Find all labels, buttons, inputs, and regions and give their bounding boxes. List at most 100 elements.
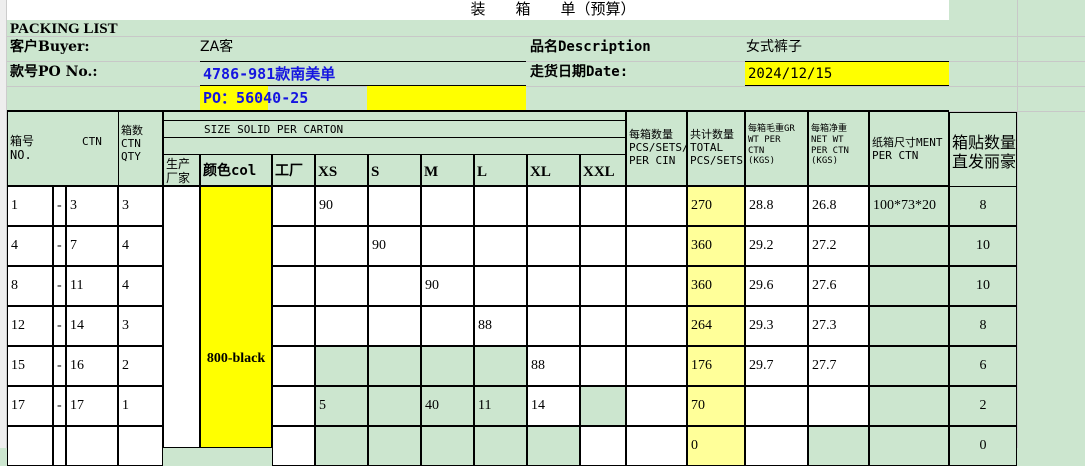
net-weight-cell[interactable]: 27.2 [808,226,869,266]
row-qty[interactable]: 3 [118,186,163,226]
net-weight-cell[interactable] [808,386,869,426]
size-cell-xxl[interactable] [580,426,626,466]
size-cell-s[interactable] [368,386,421,426]
dimensions-cell[interactable] [869,226,949,266]
size-cell-xs[interactable] [315,346,368,386]
size-cell-xs[interactable] [315,306,368,346]
size-cell-xl[interactable] [527,226,580,266]
net-weight-cell[interactable]: 27.6 [808,266,869,306]
row-to[interactable] [66,426,118,466]
net-weight-cell[interactable]: 26.8 [808,186,869,226]
buyer-value[interactable]: ZA客 [200,39,234,55]
row-to[interactable]: 11 [66,266,118,306]
row-to[interactable]: 17 [66,386,118,426]
po-value[interactable]: 4786-981款南美单 [200,61,526,86]
buyer-label[interactable]: 客户Buyer: [10,39,90,55]
dimensions-cell[interactable] [869,386,949,426]
total-cell[interactable]: 176 [687,346,745,386]
row-from[interactable] [7,426,53,466]
dimensions-cell[interactable] [869,306,949,346]
per-ctn-cell[interactable] [626,226,687,266]
labels-cell[interactable]: 10 [949,226,1017,266]
size-cell-m[interactable]: 90 [421,266,474,306]
row-dash[interactable]: - [53,346,66,386]
per-ctn-cell[interactable] [626,266,687,306]
row-to[interactable]: 3 [66,186,118,226]
dimensions-cell[interactable] [869,266,949,306]
total-cell[interactable]: 360 [687,266,745,306]
dimensions-cell[interactable]: 100*73*20 [869,186,949,226]
size-cell-xxl[interactable] [580,306,626,346]
gross-weight-cell[interactable] [745,426,808,466]
total-cell[interactable]: 0 [687,426,745,466]
row-dash[interactable]: - [53,266,66,306]
size-cell-xs[interactable]: 90 [315,186,368,226]
row-dash[interactable]: - [53,386,66,426]
size-cell-s[interactable] [368,306,421,346]
size-cell-xl[interactable] [527,266,580,306]
dimensions-cell[interactable] [869,426,949,466]
size-cell-xs[interactable]: 5 [315,386,368,426]
gross-weight-cell[interactable]: 29.6 [745,266,808,306]
labels-cell[interactable]: 2 [949,386,1017,426]
size-cell-m[interactable] [421,346,474,386]
size-cell-m[interactable] [421,226,474,266]
net-weight-cell[interactable]: 27.7 [808,346,869,386]
total-cell[interactable]: 264 [687,306,745,346]
size-cell-l[interactable] [474,266,527,306]
net-weight-cell[interactable]: 27.3 [808,306,869,346]
size-cell-xxl[interactable] [580,346,626,386]
size-cell-s[interactable] [368,426,421,466]
labels-cell[interactable]: 8 [949,306,1017,346]
size-cell-s[interactable] [368,186,421,226]
size-cell-s[interactable]: 90 [368,226,421,266]
size-cell-xl[interactable] [527,426,580,466]
row-from[interactable]: 8 [7,266,53,306]
size-cell-xxl[interactable] [580,226,626,266]
gross-weight-cell[interactable]: 29.2 [745,226,808,266]
size-cell-xxl[interactable] [580,186,626,226]
row-from[interactable]: 17 [7,386,53,426]
row-from[interactable]: 15 [7,346,53,386]
color-cell[interactable]: 800-black [200,186,272,448]
factory-cell[interactable] [272,186,315,226]
size-cell-l[interactable] [474,186,527,226]
labels-cell[interactable]: 0 [949,426,1017,466]
size-cell-xl[interactable]: 88 [527,346,580,386]
total-cell[interactable]: 360 [687,226,745,266]
row-qty[interactable]: 3 [118,306,163,346]
size-cell-m[interactable] [421,186,474,226]
gross-weight-cell[interactable]: 29.3 [745,306,808,346]
row-from[interactable]: 1 [7,186,53,226]
size-cell-l[interactable]: 11 [474,386,527,426]
date-value[interactable]: 2024/12/15 [745,61,949,86]
row-dash[interactable]: - [53,226,66,266]
row-from[interactable]: 12 [7,306,53,346]
size-cell-m[interactable] [421,306,474,346]
size-cell-l[interactable] [474,226,527,266]
size-cell-xxl[interactable] [580,386,626,426]
size-cell-m[interactable] [421,426,474,466]
row-to[interactable]: 16 [66,346,118,386]
po-number[interactable]: PO：56040-25 [203,89,309,107]
per-ctn-cell[interactable] [626,306,687,346]
size-cell-l[interactable]: 88 [474,306,527,346]
factory-cell[interactable] [272,386,315,426]
row-to[interactable]: 7 [66,226,118,266]
description-label[interactable]: 品名Description [530,39,651,55]
title-cell[interactable]: 装 箱 单（预算） [7,0,949,20]
row-dash[interactable]: - [53,186,66,226]
labels-cell[interactable]: 8 [949,186,1017,226]
gross-weight-cell[interactable]: 28.8 [745,186,808,226]
per-ctn-cell[interactable] [626,386,687,426]
factory-cell[interactable] [272,346,315,386]
per-ctn-cell[interactable] [626,346,687,386]
total-cell[interactable]: 70 [687,386,745,426]
row-dash[interactable]: - [53,306,66,346]
size-cell-s[interactable] [368,266,421,306]
net-weight-cell[interactable] [808,426,869,466]
packing-list-title[interactable]: PACKING LIST [10,21,118,36]
total-cell[interactable]: 270 [687,186,745,226]
factory-cell[interactable] [272,426,315,466]
description-value[interactable]: 女式裤子 [746,39,802,55]
